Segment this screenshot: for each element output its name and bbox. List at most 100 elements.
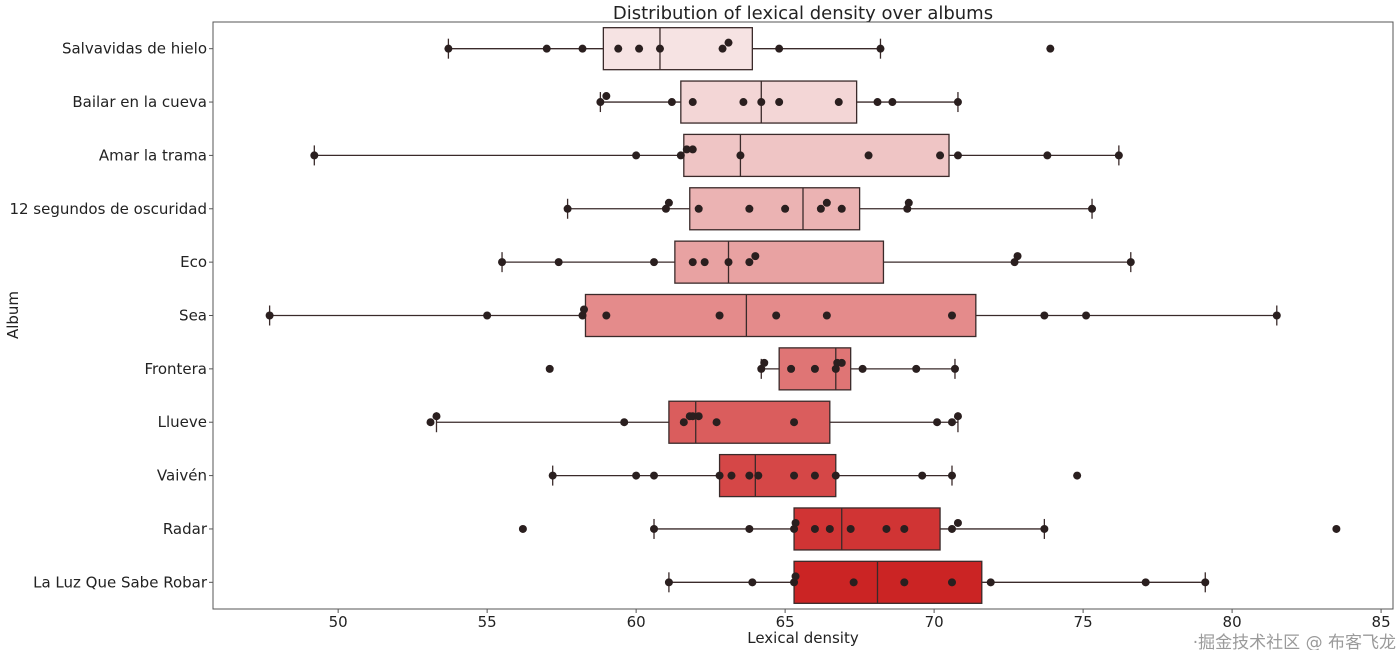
y-tick-label: Frontera	[144, 360, 207, 378]
data-point	[781, 204, 790, 213]
data-point	[682, 145, 691, 154]
box-group	[566, 187, 1093, 231]
y-tick-label: Amar la trama	[99, 146, 207, 164]
data-point	[790, 418, 799, 427]
data-point	[694, 204, 703, 213]
data-point	[1043, 151, 1052, 160]
data-point	[816, 204, 825, 213]
data-point	[810, 364, 819, 373]
data-point	[748, 578, 757, 587]
box-group	[435, 400, 959, 444]
data-point	[715, 311, 724, 320]
data-point	[727, 471, 736, 480]
data-point	[986, 578, 995, 587]
box-group	[501, 240, 1132, 284]
x-tick-label: 70	[925, 613, 944, 631]
data-point	[810, 524, 819, 533]
data-point	[837, 204, 846, 213]
x-axis-label: Lexical density	[747, 629, 859, 647]
data-point	[858, 364, 867, 373]
x-tick-label: 85	[1372, 613, 1391, 631]
data-point	[790, 524, 799, 533]
x-tick-label: 50	[329, 613, 348, 631]
box	[683, 133, 950, 178]
data-point	[822, 311, 831, 320]
data-point	[903, 204, 912, 213]
data-point	[947, 578, 956, 587]
data-point	[882, 524, 891, 533]
data-point	[739, 98, 748, 107]
y-tick-label: Llueve	[158, 413, 207, 431]
data-point	[667, 98, 676, 107]
box-group	[599, 80, 959, 124]
data-point	[953, 518, 962, 527]
data-point	[650, 524, 659, 533]
data-point	[688, 412, 697, 421]
data-point	[849, 578, 858, 587]
y-tick-label: Salvavidas de hielo	[62, 40, 207, 58]
box-group	[313, 133, 1120, 178]
box	[602, 27, 753, 71]
data-point	[745, 204, 754, 213]
data-point	[873, 98, 882, 107]
data-point	[700, 258, 709, 267]
data-point	[694, 412, 703, 421]
box	[668, 400, 831, 444]
data-point	[900, 578, 909, 587]
data-point	[760, 358, 769, 367]
data-point	[1010, 258, 1019, 267]
data-point	[810, 471, 819, 480]
data-point	[953, 151, 962, 160]
box	[680, 80, 858, 124]
data-point	[548, 471, 557, 480]
data-point	[953, 98, 962, 107]
data-point	[947, 524, 956, 533]
data-point	[632, 151, 641, 160]
data-point	[1046, 44, 1055, 53]
data-point	[1082, 311, 1091, 320]
data-point	[1332, 524, 1341, 533]
data-point	[545, 364, 554, 373]
data-point	[664, 578, 673, 587]
data-point	[602, 311, 611, 320]
data-point	[1040, 311, 1049, 320]
data-point	[757, 364, 766, 373]
data-point	[950, 364, 959, 373]
data-point	[837, 358, 846, 367]
data-point	[596, 98, 605, 107]
data-point	[650, 258, 659, 267]
data-point	[912, 364, 921, 373]
data-point	[578, 44, 587, 53]
data-point	[790, 471, 799, 480]
data-point	[650, 471, 659, 480]
x-tick-label: 60	[627, 613, 646, 631]
data-point	[554, 258, 563, 267]
data-point	[688, 258, 697, 267]
chart-title: Distribution of lexical density over alb…	[613, 3, 993, 24]
box-group	[447, 27, 882, 71]
data-point	[498, 258, 507, 267]
data-point	[933, 418, 942, 427]
watermark: ·掘金技术社区 @ 布客飞龙	[1193, 633, 1396, 650]
data-point	[772, 311, 781, 320]
data-point	[831, 471, 840, 480]
data-point	[947, 418, 956, 427]
data-point	[578, 311, 587, 320]
data-point	[787, 364, 796, 373]
data-point	[936, 151, 945, 160]
data-point	[775, 98, 784, 107]
x-tick-label: 55	[478, 613, 497, 631]
data-point	[483, 311, 492, 320]
data-point	[918, 471, 927, 480]
data-point	[620, 418, 629, 427]
data-point	[518, 524, 527, 533]
data-point	[265, 311, 274, 320]
data-point	[712, 418, 721, 427]
y-tick-label: Radar	[163, 520, 208, 538]
box	[689, 187, 861, 231]
data-point	[724, 38, 733, 47]
y-tick-label: La Luz Que Sabe Robar	[33, 573, 208, 591]
y-tick-label: 12 segundos de oscuridad	[9, 200, 207, 218]
data-point	[1040, 524, 1049, 533]
